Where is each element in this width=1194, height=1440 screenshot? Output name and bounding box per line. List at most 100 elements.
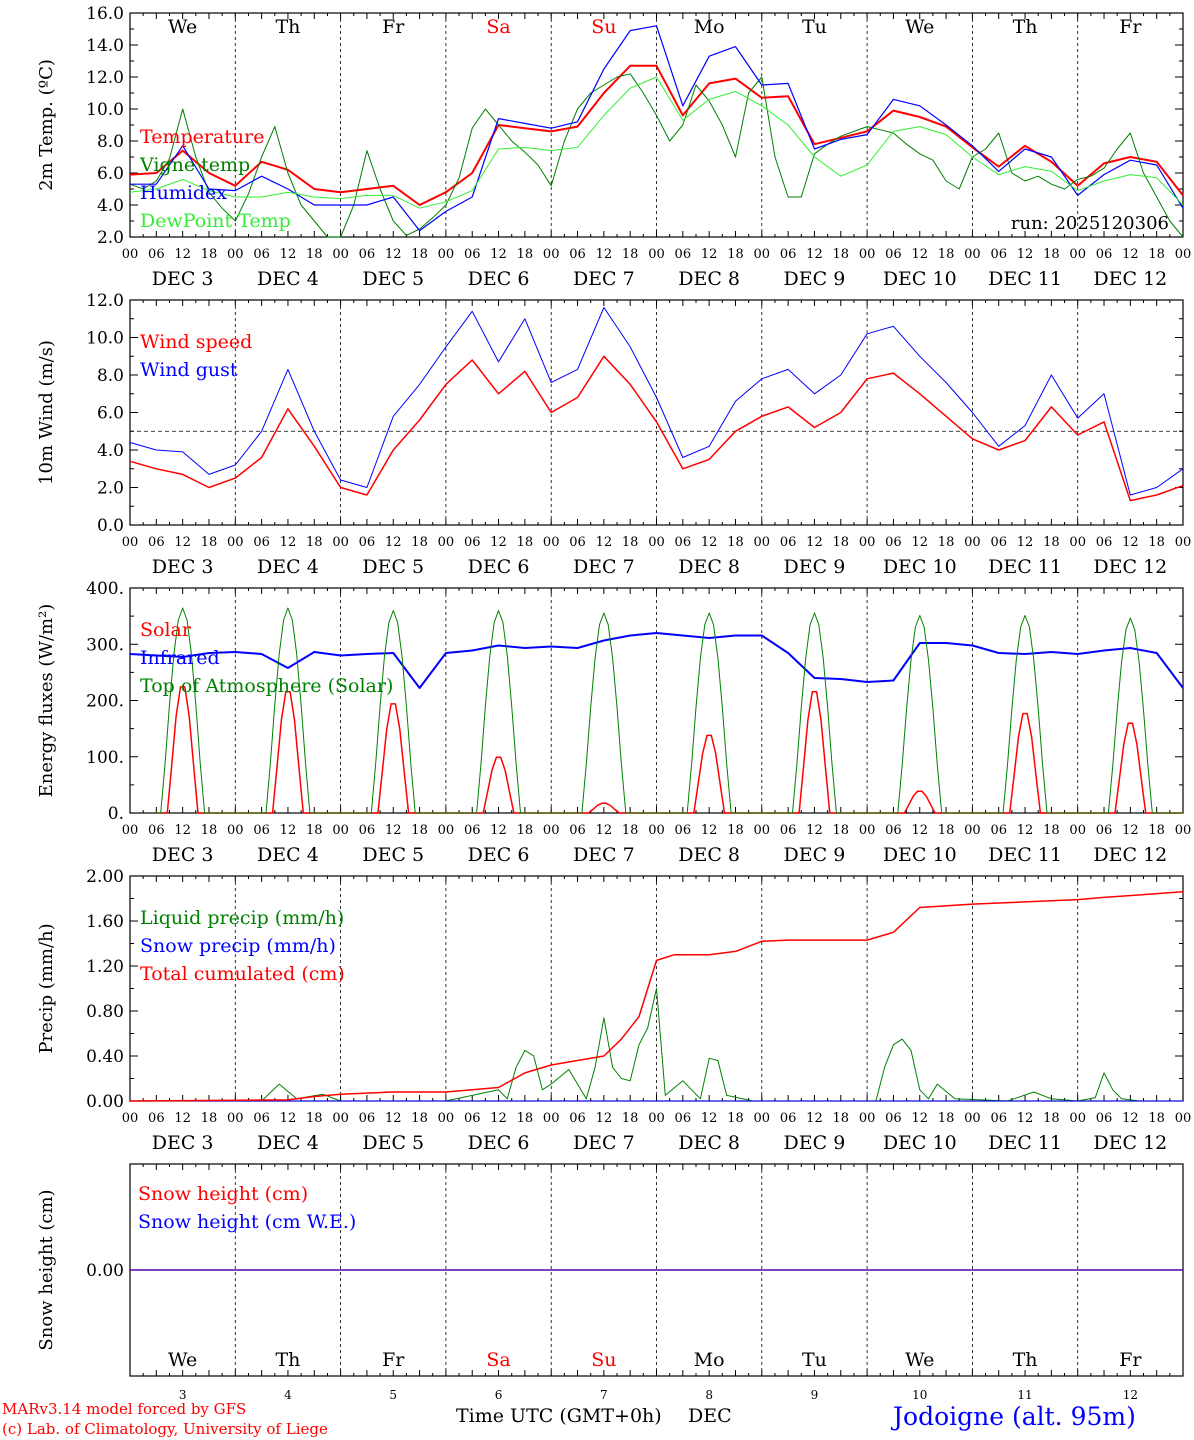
hour-label: 06 (569, 1111, 586, 1126)
hour-label: 18 (1043, 1111, 1060, 1126)
hour-label: 18 (938, 1111, 955, 1126)
hour-label: 18 (833, 823, 850, 838)
y-tick-label: 0.0 (97, 516, 124, 536)
hour-label: 18 (517, 535, 534, 550)
series-line (130, 25, 1184, 232)
hour-label: 00 (227, 1111, 244, 1126)
day-number: 10 (912, 1388, 927, 1402)
day-label: DEC 10 (883, 844, 957, 866)
day-label: DEC 11 (988, 1132, 1062, 1154)
hour-label: 12 (701, 247, 718, 262)
hour-label: 00 (648, 535, 665, 550)
legend-entry: Snow precip (mm/h) (140, 935, 336, 957)
y-tick-label: 10.0 (86, 329, 124, 349)
hour-label: 06 (1096, 535, 1113, 550)
day-number: 7 (600, 1388, 608, 1402)
hour-label: 12 (490, 535, 507, 550)
day-number: 3 (179, 1388, 187, 1402)
hour-label: 06 (569, 823, 586, 838)
legend-entry: Snow height (cm) (138, 1183, 308, 1205)
hour-label: 18 (622, 823, 639, 838)
hour-label: 06 (780, 1111, 797, 1126)
y-axis-label: Precip (mm/h) (36, 923, 57, 1053)
hour-label: 06 (675, 1111, 692, 1126)
hour-label: 06 (780, 247, 797, 262)
hour-label: 12 (596, 247, 613, 262)
run-label: run: 2025120306 (1011, 213, 1169, 234)
series-line (156, 686, 1183, 814)
y-tick-label: 4.0 (97, 441, 124, 461)
day-label: DEC 3 (152, 268, 214, 290)
y-tick-label: 12.0 (86, 68, 124, 88)
hour-label: 00 (859, 823, 876, 838)
series-line (129, 355, 1184, 502)
hour-label: 00 (543, 1111, 560, 1126)
weekday-label: Th (1013, 16, 1038, 38)
hour-label: 12 (1017, 1111, 1034, 1126)
legend-entry: Liquid precip (mm/h) (140, 907, 344, 929)
hour-label: 12 (1122, 535, 1139, 550)
day-number: 9 (811, 1388, 819, 1402)
hour-label: 00 (859, 1111, 876, 1126)
hour-label: 06 (990, 247, 1007, 262)
hour-label: 18 (622, 247, 639, 262)
hour-label: 00 (964, 1111, 981, 1126)
y-tick-label: 8.0 (97, 132, 124, 152)
hour-label: 12 (911, 247, 928, 262)
panel-frame (129, 299, 1184, 526)
day-label: DEC 4 (257, 844, 319, 866)
hour-label: 00 (438, 247, 455, 262)
hour-label: 06 (464, 535, 481, 550)
weekday-label: Fr (382, 1349, 405, 1371)
weekday-label: We (905, 16, 934, 38)
day-label: DEC 12 (1093, 556, 1167, 578)
day-label: DEC 11 (988, 844, 1062, 866)
hour-label: 12 (385, 823, 402, 838)
hour-label: 00 (648, 1111, 665, 1126)
y-tick-label: 200. (86, 692, 124, 712)
hour-label: 12 (385, 1111, 402, 1126)
weekday-label: We (168, 1349, 197, 1371)
hour-label: 06 (569, 247, 586, 262)
hour-label: 12 (1122, 823, 1139, 838)
series-line (129, 76, 1184, 209)
day-number: 5 (389, 1388, 397, 1402)
day-label: DEC 6 (468, 268, 530, 290)
y-tick-label: 8.0 (97, 366, 124, 386)
x-axis-title: Time UTC (GMT+0h) (456, 1405, 662, 1427)
hour-label: 18 (1043, 535, 1060, 550)
day-number: 12 (1123, 1388, 1138, 1402)
panel-frame (129, 587, 1184, 814)
hour-label: 18 (833, 247, 850, 262)
legend-entry: Infrared (140, 647, 220, 669)
hour-label: 18 (201, 247, 218, 262)
hour-label: 06 (1096, 823, 1113, 838)
hour-label: 18 (1148, 823, 1165, 838)
y-tick-label: 0.00 (86, 1261, 124, 1281)
legend-entry: Humidex (140, 182, 227, 204)
hour-label: 06 (253, 1111, 270, 1126)
hour-label: 06 (780, 535, 797, 550)
hour-label: 00 (964, 535, 981, 550)
hour-label: 12 (280, 247, 297, 262)
panel-frame (129, 12, 1184, 238)
day-label: DEC 5 (362, 1132, 424, 1154)
hour-label: 00 (859, 535, 876, 550)
hour-label: 00 (122, 823, 139, 838)
weekday-label: Su (591, 16, 616, 38)
day-label: DEC 6 (468, 556, 530, 578)
hour-label: 00 (1069, 247, 1086, 262)
hour-label: 18 (411, 247, 428, 262)
hour-label: 12 (280, 1111, 297, 1126)
series-line (129, 307, 1184, 496)
hour-label: 18 (306, 247, 323, 262)
weekday-label: Fr (382, 16, 405, 38)
hour-label: 06 (359, 1111, 376, 1126)
hour-label: 18 (201, 535, 218, 550)
hour-label: 18 (411, 535, 428, 550)
panel-5: 0.00 Snow height (cm) We Th Fr Sa Su Mo Tu We Th Fr… (36, 1163, 1184, 1402)
hour-label: 00 (648, 247, 665, 262)
hour-label: 06 (675, 247, 692, 262)
day-label: DEC 9 (784, 268, 846, 290)
